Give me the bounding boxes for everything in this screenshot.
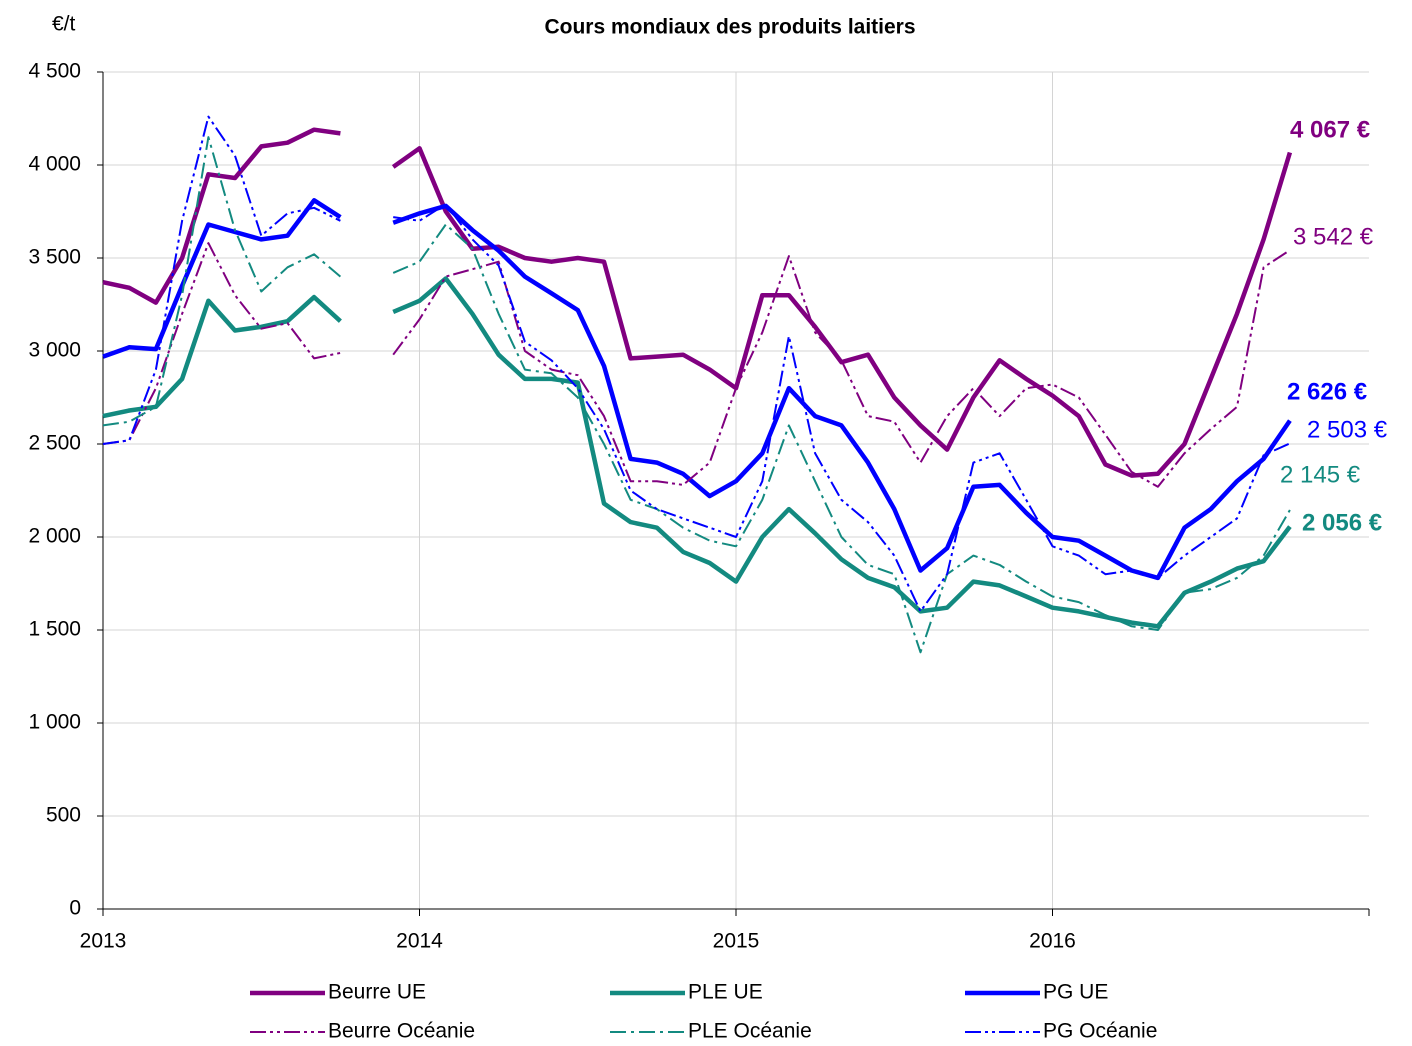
end-label: 2 626 €: [1287, 378, 1367, 405]
end-label: 3 542 €: [1293, 223, 1374, 250]
y-tick-label: 500: [46, 804, 81, 827]
end-label: 4 067 €: [1290, 116, 1370, 143]
y-tick-label: 3 500: [28, 246, 81, 269]
y-tick-label: 4 000: [28, 153, 81, 176]
y-tick-label: 3 000: [28, 339, 81, 362]
y-tick-label: 1 000: [28, 711, 81, 734]
x-tick-label: 2013: [80, 930, 127, 953]
legend-label: PG UE: [1043, 981, 1108, 1004]
legend-label: PLE Océanie: [688, 1020, 812, 1043]
legend-label: PLE UE: [688, 981, 763, 1004]
series-line: [102, 127, 1293, 478]
x-tick-label: 2016: [1029, 930, 1076, 953]
series-line: [102, 276, 1292, 629]
y-tick-label: 0: [69, 897, 81, 920]
y-tick-label: 4 500: [28, 60, 81, 83]
end-label: 2 056 €: [1302, 509, 1382, 536]
series-line: [102, 115, 1291, 613]
y-axis-label: €/t: [52, 13, 76, 36]
series-line: [102, 198, 1292, 581]
end-label: 2 145 €: [1280, 461, 1361, 488]
end-label: 2 503 €: [1307, 416, 1388, 443]
y-tick-label: 1 500: [28, 618, 81, 641]
legend-label: Beurre UE: [328, 981, 426, 1004]
series-line: [102, 242, 1291, 488]
y-tick-label: 2 500: [28, 432, 81, 455]
legend-label: PG Océanie: [1043, 1020, 1157, 1043]
x-tick-label: 2015: [713, 930, 760, 953]
x-tick-label: 2014: [396, 930, 443, 953]
legend-label: Beurre Océanie: [328, 1020, 475, 1043]
y-tick-label: 2 000: [28, 525, 81, 548]
series-line: [102, 136, 1291, 654]
chart-title: Cours mondiaux des produits laitiers: [544, 16, 915, 39]
